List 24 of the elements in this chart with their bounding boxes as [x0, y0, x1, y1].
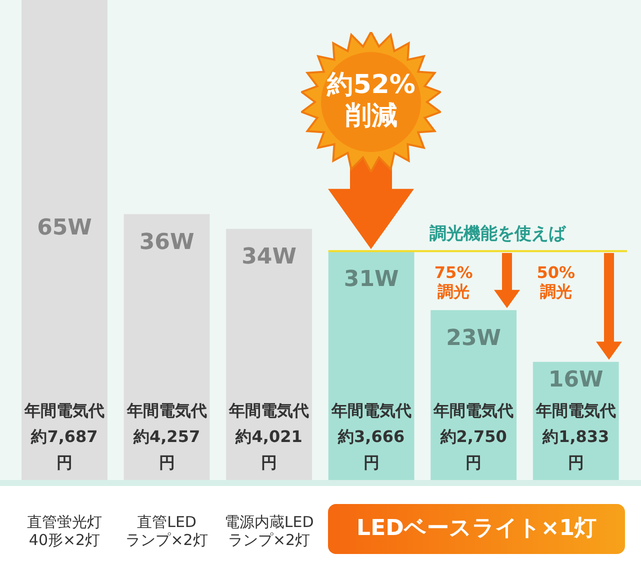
annotation: 約52%削減 — [326, 70, 416, 132]
x-tick-label: 直管LEDランプ×2灯 — [126, 512, 208, 549]
data-label: 23W — [446, 326, 502, 351]
annotation: 年間電気代約2,750円 — [432, 401, 514, 472]
x-tick-label: 電源内蔵LEDランプ×2灯 — [224, 512, 314, 549]
data-label: 31W — [344, 266, 399, 292]
x-tick-label: 直管蛍光灯40形×2灯 — [27, 512, 102, 549]
annotation: 75%調光 — [433, 263, 474, 302]
data-label: 34W — [242, 244, 296, 270]
data-label: 16W — [548, 368, 604, 393]
annotation: 50%調光 — [536, 263, 576, 302]
data-label: 65W — [37, 216, 92, 241]
annotation: 年間電気代約4,257円 — [126, 401, 207, 472]
bar — [124, 214, 210, 480]
bar — [226, 228, 312, 480]
annotation: 年間電気代約3,666円 — [330, 401, 412, 472]
annotation: 年間電気代約1,833円 — [534, 401, 616, 472]
annotation: 年間電気代約7,687円 — [24, 401, 104, 472]
annotation: 年間電気代約4,021円 — [228, 401, 310, 472]
data-label: 36W — [139, 230, 194, 255]
text: LEDベースライト×1灯 — [356, 516, 598, 542]
ref-line-label: 調光機能を使えば — [430, 224, 567, 244]
bar — [328, 251, 414, 480]
bar — [22, 0, 108, 480]
